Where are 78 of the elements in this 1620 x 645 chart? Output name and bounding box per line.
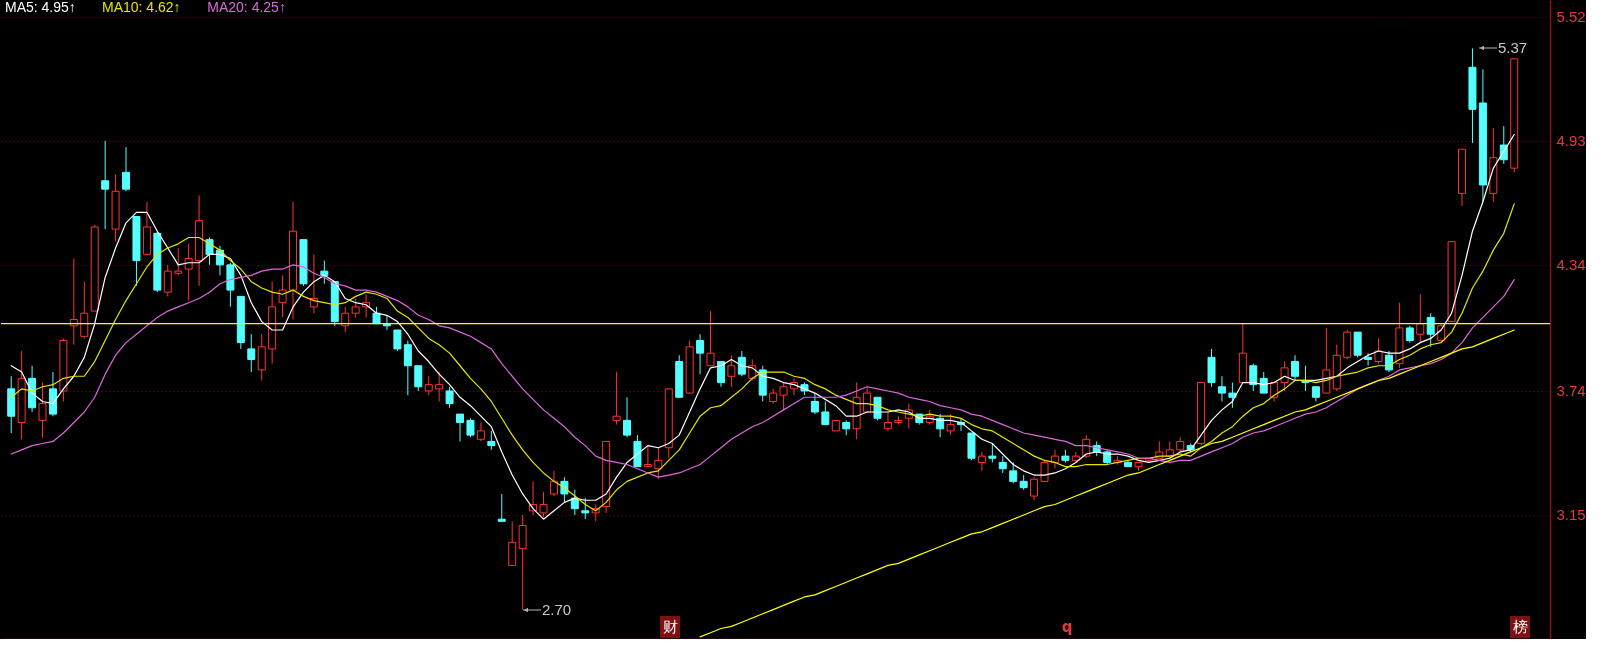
text: MA20: 4.25↑: [207, 0, 286, 15]
candlestick: [581, 497, 590, 520]
candlestick: [508, 520, 517, 566]
candlestick: [497, 493, 506, 522]
candlestick: [1364, 352, 1373, 367]
candlestick: [414, 365, 423, 392]
y-tick-label: 3.74: [1556, 382, 1586, 400]
text: MA5: 4.95↑: [5, 0, 76, 15]
candlestick: [737, 350, 746, 377]
y-tick-label: 4.93: [1556, 132, 1586, 150]
candlestick: [1374, 337, 1383, 365]
candlestick: [1322, 327, 1331, 394]
candlestick: [257, 333, 266, 381]
candlestick: [643, 445, 652, 468]
candlestick: [184, 243, 193, 302]
candlestick: [351, 297, 360, 318]
annotation: 榜: [1512, 618, 1528, 636]
candlestick: [1217, 375, 1226, 402]
candlestick: [883, 411, 892, 432]
candlestick: [1291, 354, 1300, 381]
candlestick: [445, 386, 454, 409]
candlestick: [549, 470, 558, 497]
candlestick: [1426, 312, 1435, 348]
candlestick: [174, 247, 183, 276]
candlestick: [163, 264, 172, 297]
candlestick: [977, 451, 986, 472]
candlestick: [612, 371, 621, 426]
candlestick: [393, 329, 402, 352]
candlestick: [1280, 361, 1289, 392]
y-tick-label: 4.34: [1556, 256, 1586, 274]
annotation: 财: [662, 618, 678, 636]
candlestick: [1040, 459, 1049, 482]
candlestick: [946, 413, 955, 436]
candlestick: [278, 274, 287, 318]
candlestick: [1009, 461, 1018, 484]
candlestick: [476, 422, 485, 442]
candlestick: [1384, 350, 1393, 373]
candlestick: [487, 430, 496, 451]
candlestick: [821, 400, 830, 426]
candlestick: [309, 253, 318, 314]
candlestick: [80, 281, 89, 339]
candlestick: [696, 333, 705, 375]
candlestick: [539, 491, 548, 518]
candlestick: [466, 417, 475, 438]
candlestick: [654, 447, 663, 480]
annotation: q: [1061, 618, 1073, 636]
candlestick: [1050, 449, 1059, 470]
y-tick-label: 5.52: [1556, 8, 1586, 26]
line-series: [699, 329, 1515, 638]
candlestick: [706, 310, 715, 367]
candlestick: [716, 361, 725, 388]
annotation: 5.37: [1498, 39, 1528, 56]
candlestick: [205, 237, 214, 266]
candlestick: [623, 396, 632, 438]
candlestick: [435, 371, 444, 402]
line-series: [10, 133, 1515, 520]
candlestick: [560, 476, 569, 503]
candlestick: [424, 375, 433, 396]
annotation: 2.70: [542, 601, 572, 618]
candlestick: [403, 340, 412, 396]
candlestick: [779, 382, 788, 411]
candlestick: [1228, 382, 1237, 409]
candlestick: [1249, 363, 1258, 392]
candlestick: [38, 382, 47, 438]
text: MA10: 4.62↑: [102, 0, 181, 15]
y-tick-label: 3.15: [1556, 506, 1586, 524]
candlestick: [1353, 331, 1362, 358]
candlestick: [247, 333, 256, 373]
candlestick: [727, 354, 736, 388]
candlestick: [810, 392, 819, 415]
candlestick: [456, 413, 465, 442]
candlestick: [1030, 476, 1039, 501]
candlestick: [1416, 293, 1425, 344]
candlestick: [122, 146, 131, 192]
candlestick: [1259, 371, 1268, 394]
candlestick: [101, 140, 110, 230]
candlestick: [988, 443, 997, 463]
line-series: [10, 264, 1515, 478]
